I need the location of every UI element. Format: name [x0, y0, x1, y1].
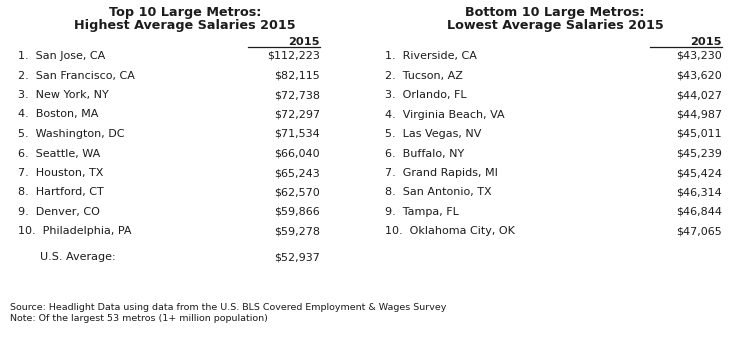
Text: Top 10 Large Metros:: Top 10 Large Metros: — [109, 6, 261, 19]
Text: $62,570: $62,570 — [275, 188, 320, 197]
Text: $112,223: $112,223 — [267, 51, 320, 61]
Text: 2015: 2015 — [289, 37, 320, 47]
Text: Note: Of the largest 53 metros (1+ million population): Note: Of the largest 53 metros (1+ milli… — [10, 314, 268, 323]
Text: $72,738: $72,738 — [274, 90, 320, 100]
Text: 7.  Houston, TX: 7. Houston, TX — [18, 168, 104, 178]
Text: $59,278: $59,278 — [274, 226, 320, 237]
Text: $65,243: $65,243 — [275, 168, 320, 178]
Text: $45,239: $45,239 — [676, 148, 722, 159]
Text: $47,065: $47,065 — [676, 226, 722, 237]
Text: 2.  Tucson, AZ: 2. Tucson, AZ — [385, 71, 463, 80]
Text: $72,297: $72,297 — [274, 109, 320, 119]
Text: $43,620: $43,620 — [676, 71, 722, 80]
Text: $46,314: $46,314 — [676, 188, 722, 197]
Text: 3.  Orlando, FL: 3. Orlando, FL — [385, 90, 467, 100]
Text: $66,040: $66,040 — [275, 148, 320, 159]
Text: 8.  Hartford, CT: 8. Hartford, CT — [18, 188, 104, 197]
Text: $52,937: $52,937 — [274, 252, 320, 262]
Text: 7.  Grand Rapids, MI: 7. Grand Rapids, MI — [385, 168, 498, 178]
Text: 1.  San Jose, CA: 1. San Jose, CA — [18, 51, 105, 61]
Text: $43,230: $43,230 — [676, 51, 722, 61]
Text: $45,011: $45,011 — [676, 129, 722, 139]
Text: 6.  Buffalo, NY: 6. Buffalo, NY — [385, 148, 464, 159]
Text: $71,534: $71,534 — [275, 129, 320, 139]
Text: 9.  Denver, CO: 9. Denver, CO — [18, 207, 100, 217]
Text: 1.  Riverside, CA: 1. Riverside, CA — [385, 51, 477, 61]
Text: 2015: 2015 — [690, 37, 722, 47]
Text: $46,844: $46,844 — [676, 207, 722, 217]
Text: $45,424: $45,424 — [676, 168, 722, 178]
Text: 10.  Oklahoma City, OK: 10. Oklahoma City, OK — [385, 226, 515, 237]
Text: 3.  New York, NY: 3. New York, NY — [18, 90, 109, 100]
Text: 9.  Tampa, FL: 9. Tampa, FL — [385, 207, 459, 217]
Text: 4.  Virginia Beach, VA: 4. Virginia Beach, VA — [385, 109, 505, 119]
Text: 4.  Boston, MA: 4. Boston, MA — [18, 109, 98, 119]
Text: $44,027: $44,027 — [676, 90, 722, 100]
Text: Lowest Average Salaries 2015: Lowest Average Salaries 2015 — [447, 19, 663, 32]
Text: U.S. Average:: U.S. Average: — [40, 252, 115, 262]
Text: $44,987: $44,987 — [676, 109, 722, 119]
Text: Source: Headlight Data using data from the U.S. BLS Covered Employment & Wages S: Source: Headlight Data using data from t… — [10, 303, 446, 312]
Text: 5.  Las Vegas, NV: 5. Las Vegas, NV — [385, 129, 482, 139]
Text: 6.  Seattle, WA: 6. Seattle, WA — [18, 148, 100, 159]
Text: $82,115: $82,115 — [275, 71, 320, 80]
Text: Highest Average Salaries 2015: Highest Average Salaries 2015 — [74, 19, 296, 32]
Text: 10.  Philadelphia, PA: 10. Philadelphia, PA — [18, 226, 132, 237]
Text: Bottom 10 Large Metros:: Bottom 10 Large Metros: — [465, 6, 645, 19]
Text: 2.  San Francisco, CA: 2. San Francisco, CA — [18, 71, 135, 80]
Text: $59,866: $59,866 — [275, 207, 320, 217]
Text: 5.  Washington, DC: 5. Washington, DC — [18, 129, 124, 139]
Text: 8.  San Antonio, TX: 8. San Antonio, TX — [385, 188, 491, 197]
